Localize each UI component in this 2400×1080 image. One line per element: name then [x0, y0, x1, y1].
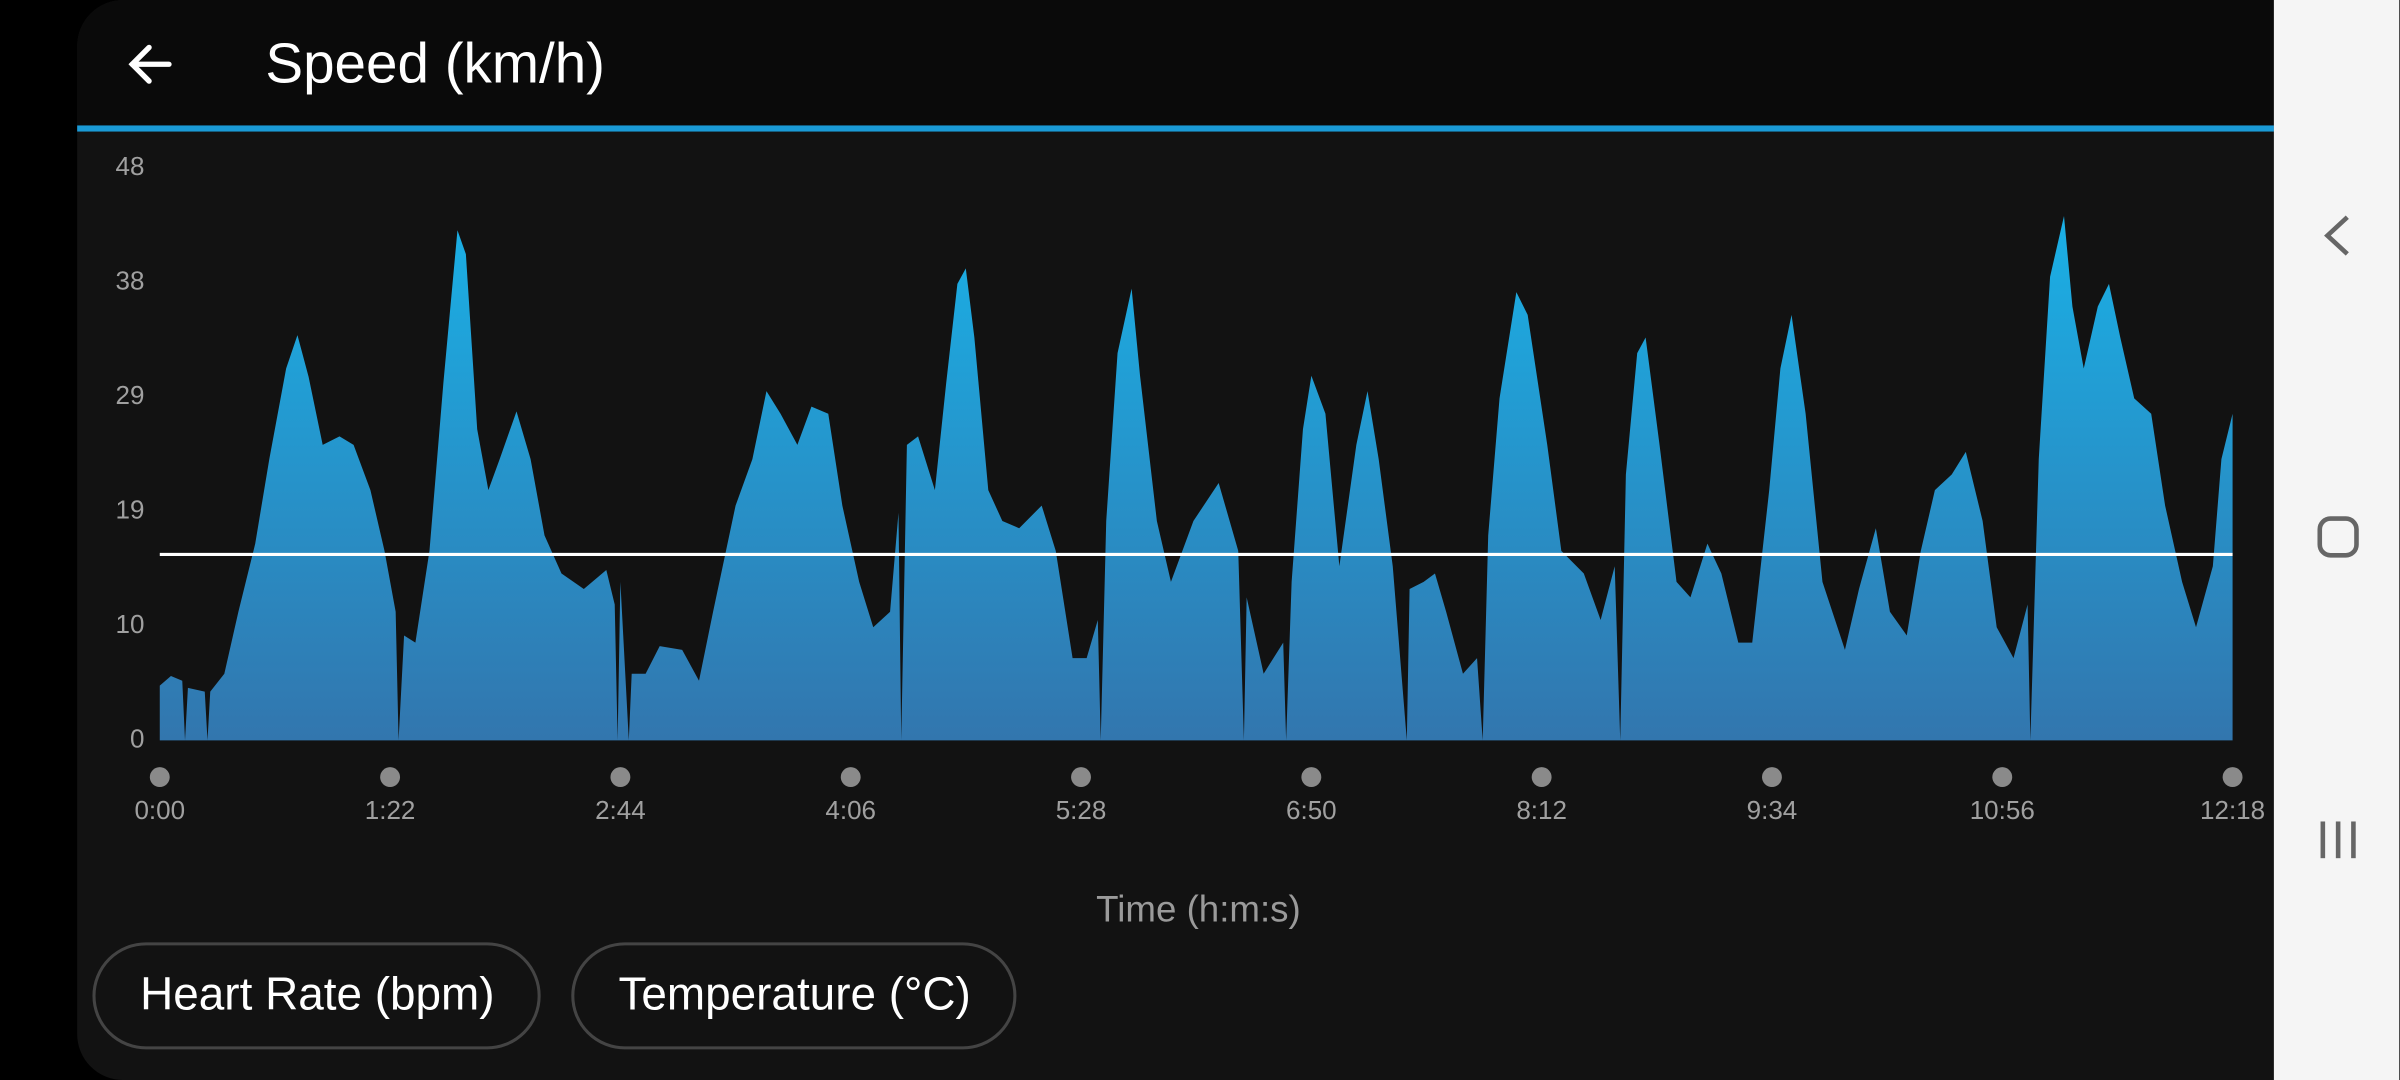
nav-home[interactable]	[2317, 516, 2359, 558]
y-tick-label: 19	[116, 494, 145, 524]
x-tick-label: 10:56	[1970, 795, 2035, 825]
speed-area	[159, 216, 2233, 741]
nav-bar	[2273, 0, 2400, 1080]
x-tick-dot	[380, 767, 401, 788]
chip-button[interactable]	[571, 942, 1017, 1050]
x-tick-label: 4:06	[825, 795, 876, 825]
x-tick-label: 8:12	[1516, 795, 1567, 825]
x-tick-label: 1:22	[365, 795, 416, 825]
y-tick-label: 29	[116, 380, 145, 410]
chip-button[interactable]	[92, 942, 541, 1050]
x-tick-dot	[1992, 767, 2013, 788]
y-tick-label: 38	[116, 266, 145, 296]
x-tick-dot	[1531, 767, 1552, 788]
x-tick-label: 9:34	[1747, 795, 1798, 825]
app-panel	[77, 0, 2274, 1080]
x-tick-dot	[610, 767, 631, 788]
x-tick-dot	[1301, 767, 1322, 788]
x-tick-label: 12:18	[2200, 795, 2265, 825]
x-tick-label: 0:00	[134, 795, 185, 825]
x-tick-dot	[840, 767, 861, 788]
x-tick-label: 5:28	[1056, 795, 1107, 825]
x-tick-label: 6:50	[1286, 795, 1337, 825]
chip-label: Temperature (°C)	[618, 968, 970, 1020]
y-tick-label: 48	[116, 151, 145, 181]
screen-title: Speed (km/h)	[265, 31, 605, 94]
x-tick-dot	[149, 767, 170, 788]
x-tick-dot	[1762, 767, 1782, 788]
app-header	[77, 0, 2274, 129]
back-button[interactable]	[128, 44, 172, 84]
nav-back[interactable]	[2324, 215, 2349, 256]
x-tick-dot	[2222, 767, 2243, 788]
header-underline	[77, 125, 2274, 132]
chart: 0 10 19 29 38 48 0:00 1:22 2:44 4:06 5:28 6:50 8:12 9…	[116, 151, 2266, 825]
x-tick-dot	[1071, 767, 1091, 788]
nav-recents[interactable]	[2320, 821, 2356, 859]
y-tick-label: 0	[130, 723, 144, 753]
y-tick-label: 10	[116, 609, 145, 639]
x-axis-label: Time (h:m:s)	[1096, 888, 1301, 929]
x-tick-label: 2:44	[595, 795, 646, 825]
chip-label: Heart Rate (bpm)	[140, 968, 494, 1020]
